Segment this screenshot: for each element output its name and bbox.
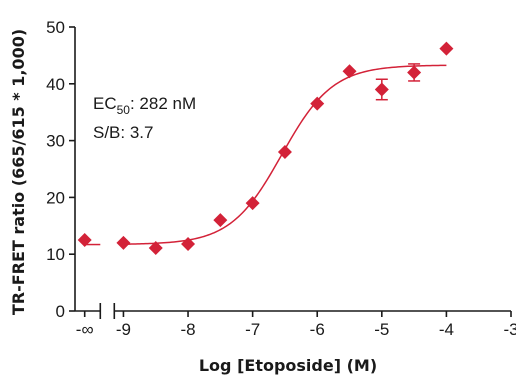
- x-axis-title: Log [Etoposide] (M): [199, 356, 377, 375]
- x-tick-label: -4: [439, 320, 454, 339]
- x-tick-label: -∞: [76, 320, 94, 339]
- y-axis-title: TR-FRET ratio (665/615 * 1,000): [9, 29, 28, 315]
- ec50-value: : 282 nM: [130, 94, 196, 113]
- x-tick-label: -6: [310, 320, 325, 339]
- data-point: [374, 82, 389, 97]
- x-tick-label: -5: [374, 320, 389, 339]
- data-point: [439, 41, 454, 56]
- y-tick-label: 0: [56, 302, 65, 321]
- data-point: [213, 213, 228, 228]
- x-tick-label: -9: [116, 320, 131, 339]
- x-tick-label: -8: [180, 320, 195, 339]
- data-point: [181, 236, 196, 251]
- y-tick-label: 10: [46, 245, 65, 264]
- data-point: [245, 196, 260, 211]
- ec50-subscript: 50: [117, 103, 131, 117]
- data-point: [342, 64, 357, 79]
- fit-curve-layer: [84, 64, 447, 246]
- y-tick-label: 20: [46, 188, 65, 207]
- data-points-layer: [77, 41, 454, 255]
- x-tick-label: -7: [245, 320, 260, 339]
- data-point: [148, 240, 163, 255]
- annotation-sb: S/B: 3.7: [93, 123, 153, 142]
- y-tick-label: 50: [46, 18, 65, 37]
- data-point: [277, 144, 292, 159]
- data-point: [116, 235, 131, 250]
- data-point: [310, 96, 325, 111]
- data-point: [407, 65, 422, 80]
- x-tick-label: -3: [503, 320, 516, 339]
- axes: 0 10 20 30 40 50 -∞ -9 -8 -7 -6 -5 -4 -3: [46, 18, 516, 339]
- annotation-ec50: EC50: 282 nM: [93, 94, 196, 117]
- y-tick-label: 30: [46, 132, 65, 151]
- y-tick-label: 40: [46, 75, 65, 94]
- ec50-prefix: EC: [93, 94, 117, 113]
- data-point-baseline: [77, 233, 92, 247]
